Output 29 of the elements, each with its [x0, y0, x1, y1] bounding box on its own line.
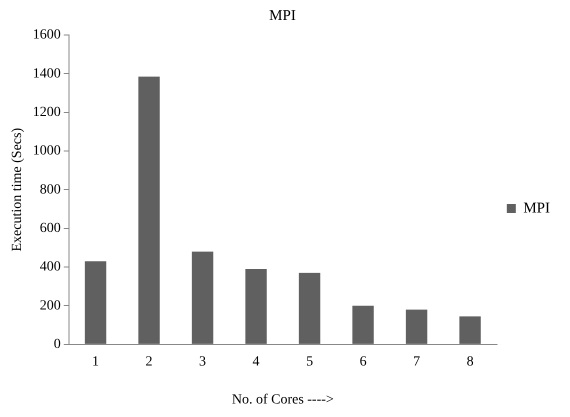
- y-tick-label: 400: [40, 260, 61, 275]
- x-tick-label: 7: [413, 354, 420, 370]
- y-tick-label: 1600: [32, 28, 61, 43]
- x-tick-label: 1: [92, 354, 100, 370]
- legend-label: MPI: [523, 200, 550, 216]
- chart-title: MPI: [269, 8, 296, 24]
- x-tick-label: 3: [199, 354, 206, 370]
- bar: [138, 76, 160, 344]
- bar: [245, 268, 267, 344]
- y-tick-label: 800: [40, 182, 61, 198]
- y-axis-title: Execution time (Secs): [10, 128, 26, 252]
- bar: [192, 252, 214, 344]
- y-tick-label: 1400: [32, 66, 61, 82]
- bar: [84, 261, 106, 344]
- y-tick-label: 0: [54, 337, 61, 352]
- bar: [406, 310, 428, 344]
- x-tick-label: 5: [306, 354, 314, 370]
- y-tick-label: 600: [40, 221, 61, 236]
- y-tick-label: 1200: [32, 105, 61, 120]
- x-tick-label: 8: [466, 354, 474, 370]
- bar: [298, 272, 320, 344]
- bar: [459, 316, 481, 344]
- x-tick-label: 4: [252, 354, 260, 370]
- x-axis-title: No. of Cores ---->: [232, 392, 334, 408]
- x-tick-label: 2: [146, 354, 153, 370]
- y-tick-label: 1000: [32, 144, 61, 159]
- y-tick-label: 200: [40, 298, 61, 314]
- x-tick-label: 6: [360, 354, 367, 370]
- bar: [352, 306, 374, 344]
